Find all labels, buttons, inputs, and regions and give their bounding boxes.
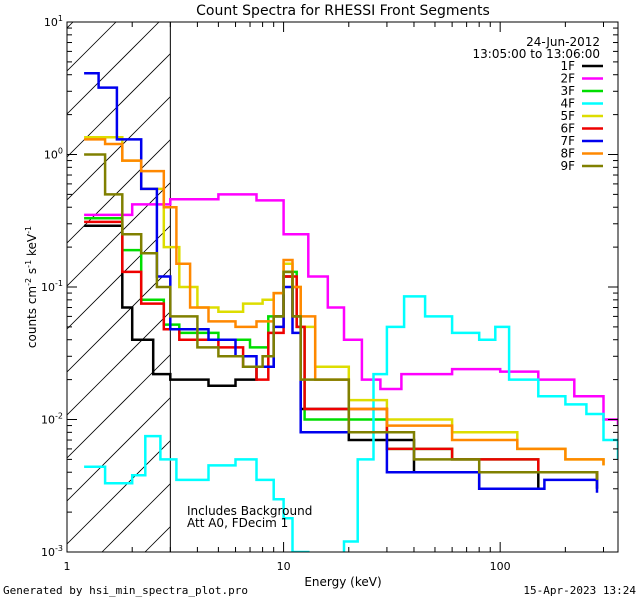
- hatch-line: [67, 22, 74, 29]
- legend-label-9F: 9F: [560, 159, 575, 173]
- hatch-line: [101, 483, 171, 552]
- hatch-line: [67, 268, 171, 373]
- y-tick-label: 10-1: [41, 279, 63, 294]
- series-8F: [84, 138, 605, 466]
- x-tick-label: 1: [64, 560, 71, 573]
- legend-label-5F: 5F: [560, 109, 575, 123]
- annotation-line: Includes Background: [187, 504, 312, 518]
- hatch-line: [67, 22, 117, 72]
- legend-label-7F: 7F: [560, 134, 575, 148]
- legend-label-3F: 3F: [560, 84, 575, 98]
- legend-label-4F: 4F: [560, 97, 575, 111]
- hatch-line: [67, 96, 171, 201]
- hatch-line: [67, 225, 171, 330]
- hatch-line: [144, 526, 171, 552]
- hatched-region: [67, 22, 171, 552]
- legend-date: 24-Jun-2012: [526, 35, 600, 49]
- x-axis-label: Energy (keV): [304, 575, 381, 589]
- footer-generator-text: Generated by hsi_min_spectra_plot.pro: [3, 584, 249, 597]
- hatch-line: [67, 182, 171, 287]
- hatch-line: [67, 139, 171, 244]
- hatch-line: [67, 440, 171, 545]
- hatch-line: [67, 311, 171, 416]
- y-tick-label: 100: [44, 147, 63, 162]
- hatch-line: [67, 397, 171, 502]
- hatch-line: [67, 354, 171, 459]
- legend-label-6F: 6F: [560, 122, 575, 136]
- legend-label-1F: 1F: [560, 59, 575, 73]
- hatch-line: [67, 53, 171, 158]
- footer-timestamp: 15-Apr-2023 13:24: [523, 584, 636, 597]
- y-tick-label: 10-3: [41, 544, 63, 559]
- legend-label-8F: 8F: [560, 147, 575, 161]
- hatch-line: [67, 22, 160, 115]
- x-tick-label: 10: [277, 560, 291, 573]
- legend: 24-Jun-2012 13:05:00 to 13:06:00 1F2F3F4…: [473, 35, 603, 173]
- series-layer: [84, 72, 618, 552]
- y-axis-label: counts cm-2 s-1 keV-1: [24, 226, 39, 348]
- axes-layer: 1 10 100 10-3 10-2 10-1 100 101: [41, 14, 618, 573]
- legend-label-2F: 2F: [560, 72, 575, 86]
- series-2F: [84, 193, 618, 426]
- series-9F: [84, 153, 599, 480]
- annotation-line: Att A0, FDecim 1: [187, 516, 288, 530]
- y-tick-label: 101: [44, 14, 63, 29]
- y-tick-label: 10-2: [41, 412, 63, 427]
- legend-time-range: 13:05:00 to 13:06:00: [473, 47, 600, 61]
- x-tick-label: 100: [490, 560, 511, 573]
- series-6F: [84, 220, 599, 480]
- series-4F: [84, 295, 618, 552]
- chart-title: Count Spectra for RHESSI Front Segments: [196, 3, 490, 19]
- series-5F: [84, 135, 605, 466]
- series-7F: [84, 72, 599, 493]
